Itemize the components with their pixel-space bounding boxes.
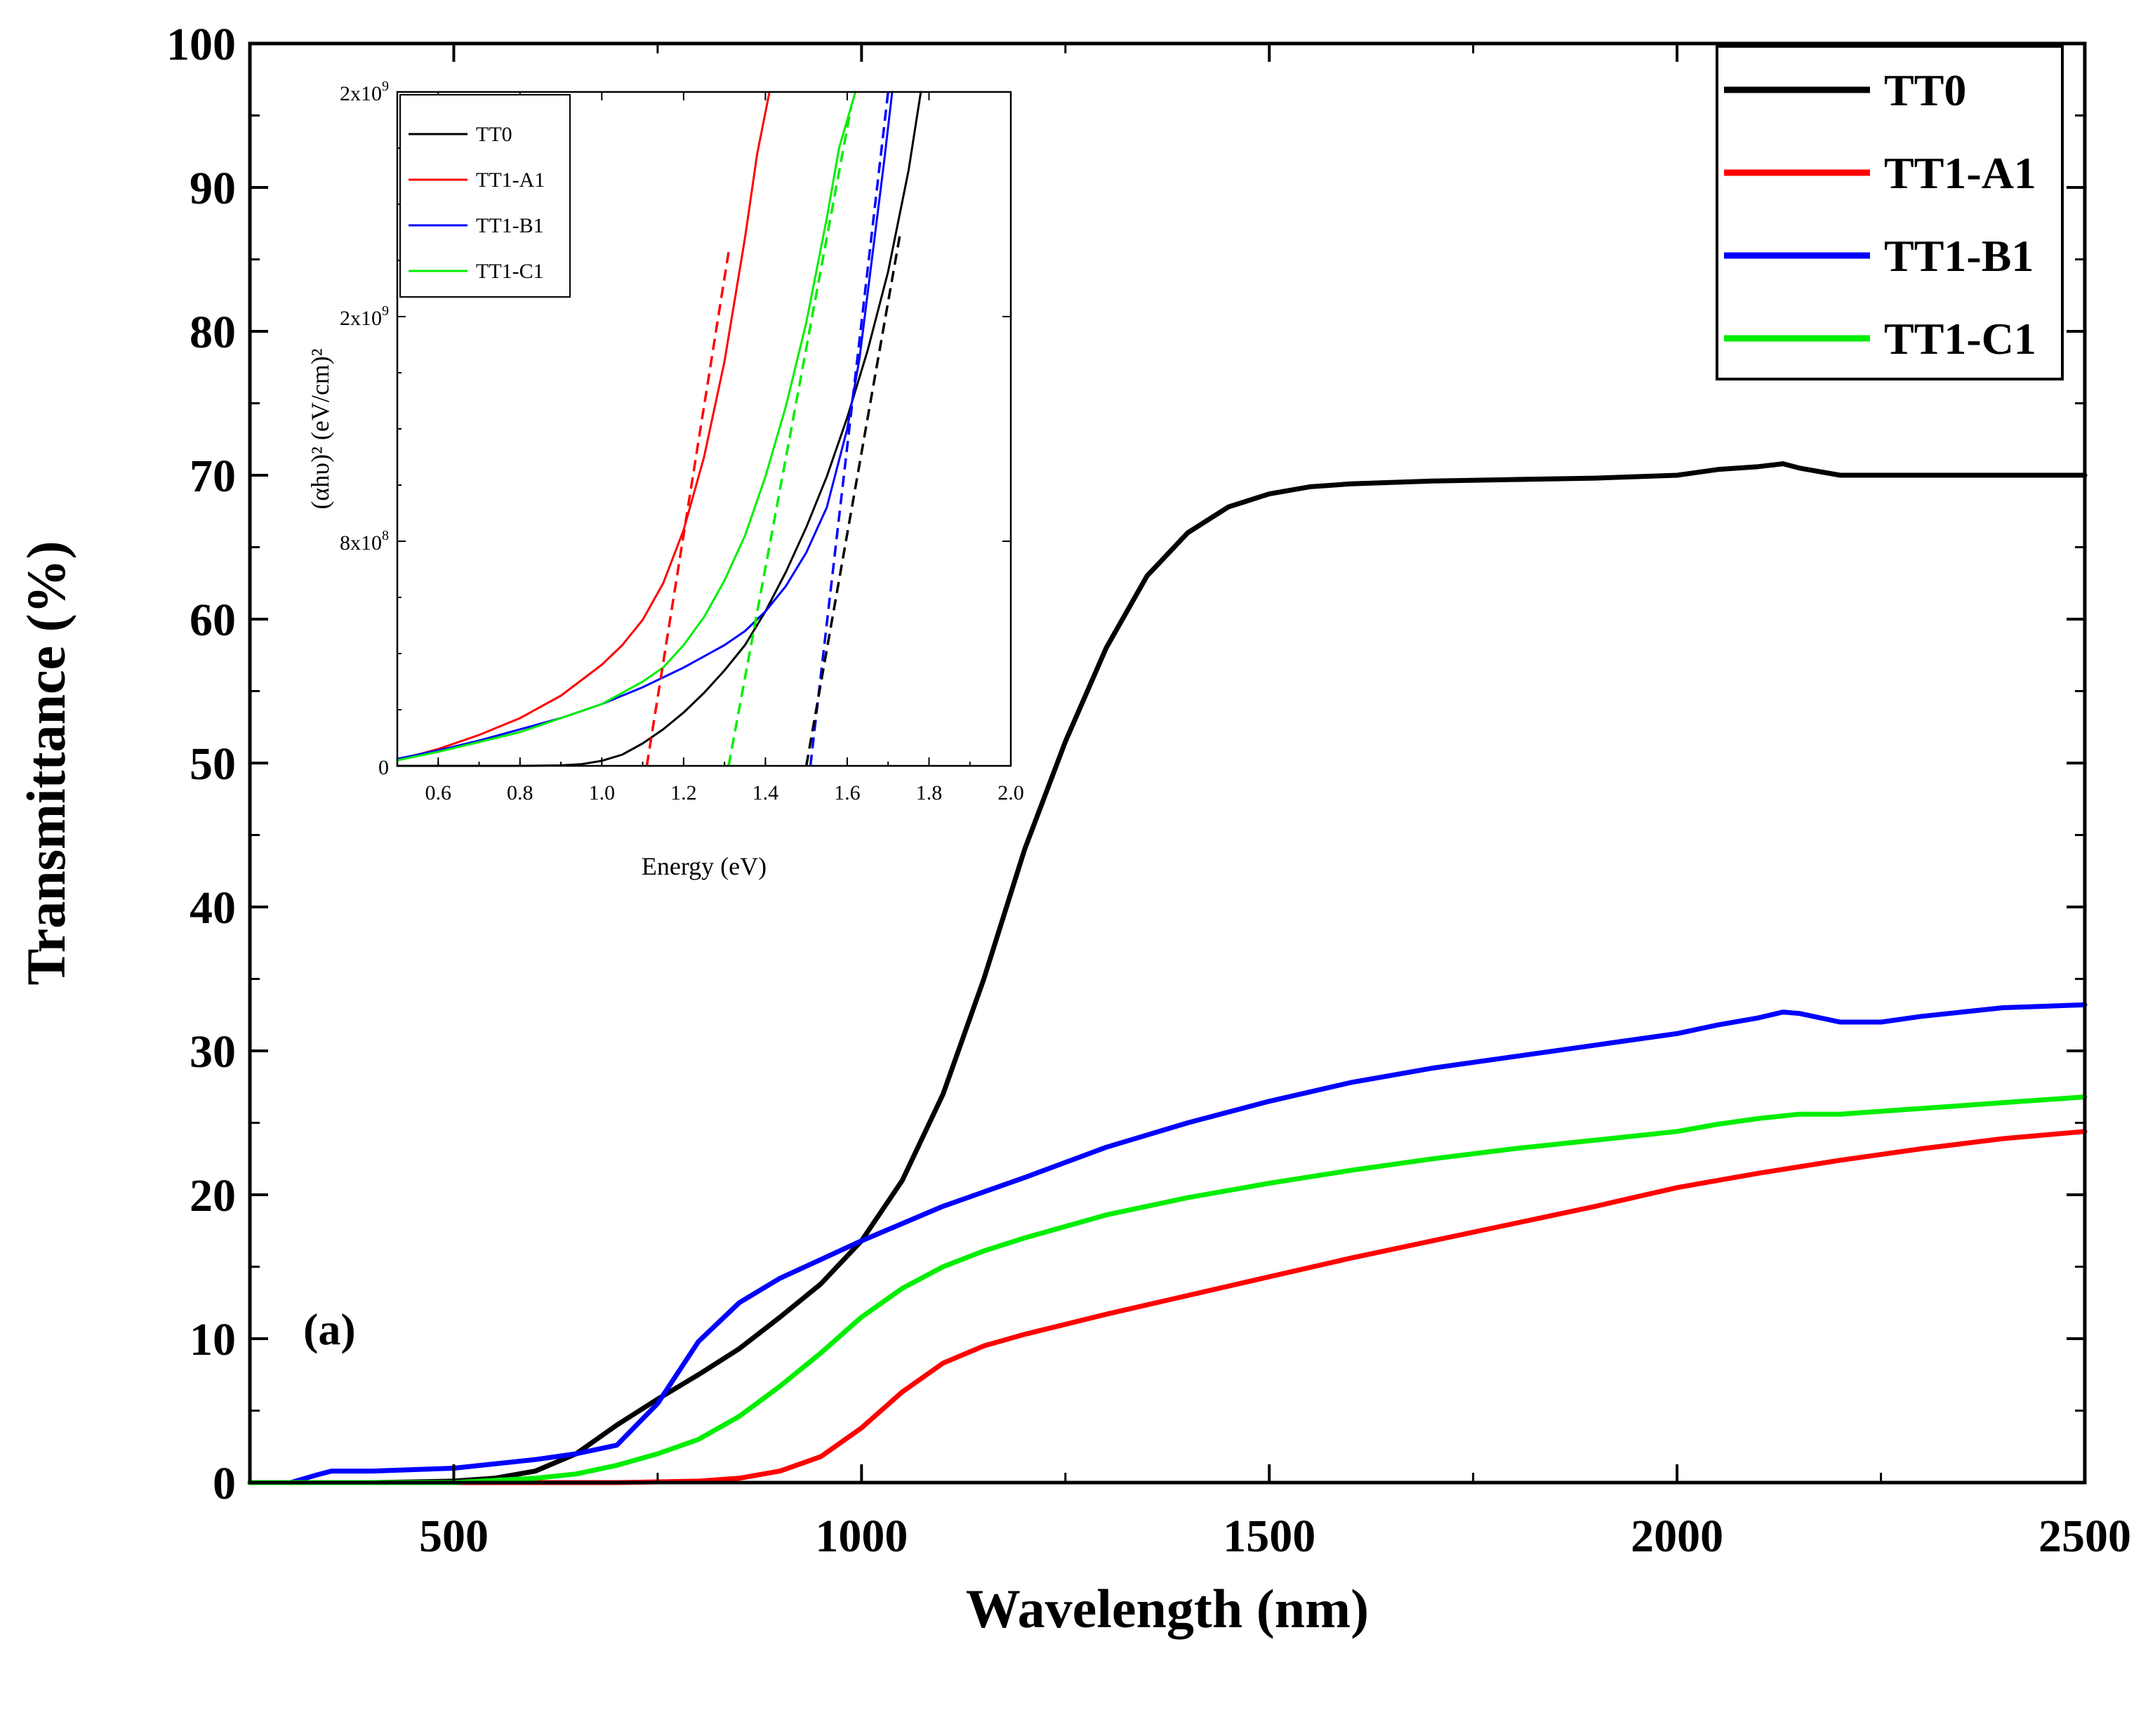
main-x-tick-label: 2000 [1631, 1511, 1723, 1562]
main-y-tick-label: 30 [190, 1026, 236, 1078]
main-series-line-tt1-b1 [247, 1002, 2088, 1485]
main-ticks-group: 0 10 20 30 40 50 60 70 80 90 100 500 1000 1500 2000 250… [166, 19, 2131, 1562]
inset-legend-label-tt1-c1: TT1-C1 [476, 260, 544, 283]
inset-series-group [396, 91, 922, 767]
main-x-tick-label: 500 [419, 1511, 489, 1562]
main-series-line-tt1-a1 [247, 1129, 2088, 1485]
main-x-tick-label: 1000 [815, 1511, 908, 1562]
main-legend-label-tt1-a1: TT1-A1 [1884, 148, 2036, 198]
inset-y-tick-label: 8x108 [340, 528, 389, 555]
main-y-axis-label: Transmittance (%) [15, 541, 77, 985]
main-x-axis-label: Wavelength (nm) [966, 1578, 1369, 1639]
main-y-tick-label: 40 [190, 882, 236, 934]
main-x-tick-label: 2500 [2038, 1511, 2131, 1562]
inset-chart: 0.6 0.8 1.0 1.2 1.4 1.6 1.8 2.0 0 8x108 2x109 2x109… [306, 79, 1024, 880]
inset-series-line-tt0 [396, 91, 922, 767]
inset-tangent-line-tt0 [804, 232, 902, 767]
main-legend-label-tt0: TT0 [1884, 65, 1966, 115]
inset-tangent-line-tt1-b1 [809, 91, 889, 767]
main-y-tick-label: 80 [190, 307, 236, 358]
inset-tangent-line-tt1-c1 [727, 105, 853, 767]
inset-x-tick-label: 1.6 [834, 781, 861, 804]
inset-x-tick-label: 0.6 [425, 781, 452, 804]
inset-x-tick-label: 1.0 [589, 781, 616, 804]
main-series-line-tt1-c1 [247, 1094, 2088, 1485]
inset-x-tick-label: 0.8 [507, 781, 533, 804]
inset-y-axis-label: (αhυ)² (eV/cm)² [306, 348, 334, 509]
main-y-tick-label: 50 [190, 738, 236, 790]
main-legend: TT0 TT1-A1 TT1-B1 TT1-C1 [1716, 45, 2064, 380]
main-y-tick-label: 60 [190, 595, 236, 646]
main-legend-items: TT0 TT1-A1 TT1-B1 TT1-C1 [1724, 65, 2036, 364]
inset-x-axis-label: Energy (eV) [642, 852, 767, 880]
main-x-tick-label: 1500 [1223, 1511, 1315, 1562]
inset-legend-items: TT0 TT1-A1 TT1-B1 TT1-C1 [409, 123, 545, 283]
main-y-tick-label: 100 [166, 19, 236, 70]
inset-legend-label-tt1-a1: TT1-A1 [476, 168, 545, 192]
main-legend-label-tt1-b1: TT1-B1 [1884, 231, 2034, 281]
main-y-tick-label: 70 [190, 451, 236, 502]
inset-series-line-tt1-a1 [396, 91, 771, 762]
inset-x-tick-label: 1.8 [916, 781, 943, 804]
inset-legend-label-tt0: TT0 [476, 123, 512, 146]
main-legend-frame [1716, 45, 2064, 380]
main-y-tick-label: 0 [213, 1458, 236, 1509]
inset-legend-frame [399, 94, 571, 298]
inset-ticks-group: 0.6 0.8 1.0 1.2 1.4 1.6 1.8 2.0 0 8x108 2x109 2x109 [340, 79, 1024, 804]
inset-x-tick-label: 2.0 [997, 781, 1024, 804]
inset-y-tick-label: 2x109 [340, 79, 389, 105]
main-series-group [247, 461, 2088, 1485]
inset-x-tick-label: 1.4 [752, 781, 779, 804]
inset-tangent-lines-group [645, 91, 902, 767]
inset-x-tick-label: 1.2 [670, 781, 697, 804]
panel-label: (a) [303, 1304, 356, 1354]
inset-series-line-tt1-c1 [396, 91, 857, 762]
main-y-tick-label: 20 [190, 1170, 236, 1221]
inset-legend-label-tt1-b1: TT1-B1 [476, 214, 544, 237]
inset-legend: TT0 TT1-A1 TT1-B1 TT1-C1 [399, 94, 571, 298]
inset-series-line-tt1-b1 [396, 91, 894, 760]
main-chart: 0 10 20 30 40 50 60 70 80 90 100 500 1000 1500 2000 250… [15, 19, 2131, 1639]
main-legend-label-tt1-c1: TT1-C1 [1884, 314, 2036, 364]
inset-y-tick-label: 2x109 [340, 303, 389, 330]
main-series-line-tt0 [247, 461, 2088, 1485]
inset-y-tick-label: 0 [378, 756, 389, 779]
main-y-tick-label: 10 [190, 1314, 236, 1365]
main-y-tick-label: 90 [190, 163, 236, 214]
